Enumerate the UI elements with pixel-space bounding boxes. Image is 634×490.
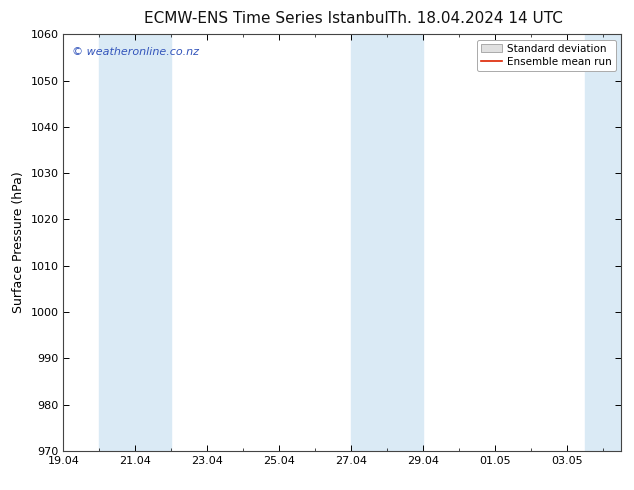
Bar — [585, 34, 621, 451]
Text: ECMW-ENS Time Series Istanbul: ECMW-ENS Time Series Istanbul — [144, 11, 389, 26]
Legend: Standard deviation, Ensemble mean run: Standard deviation, Ensemble mean run — [477, 40, 616, 71]
Bar — [351, 34, 424, 451]
Text: © weatheronline.co.nz: © weatheronline.co.nz — [72, 47, 199, 57]
Y-axis label: Surface Pressure (hPa): Surface Pressure (hPa) — [12, 172, 25, 314]
Text: Th. 18.04.2024 14 UTC: Th. 18.04.2024 14 UTC — [388, 11, 563, 26]
Bar — [100, 34, 171, 451]
